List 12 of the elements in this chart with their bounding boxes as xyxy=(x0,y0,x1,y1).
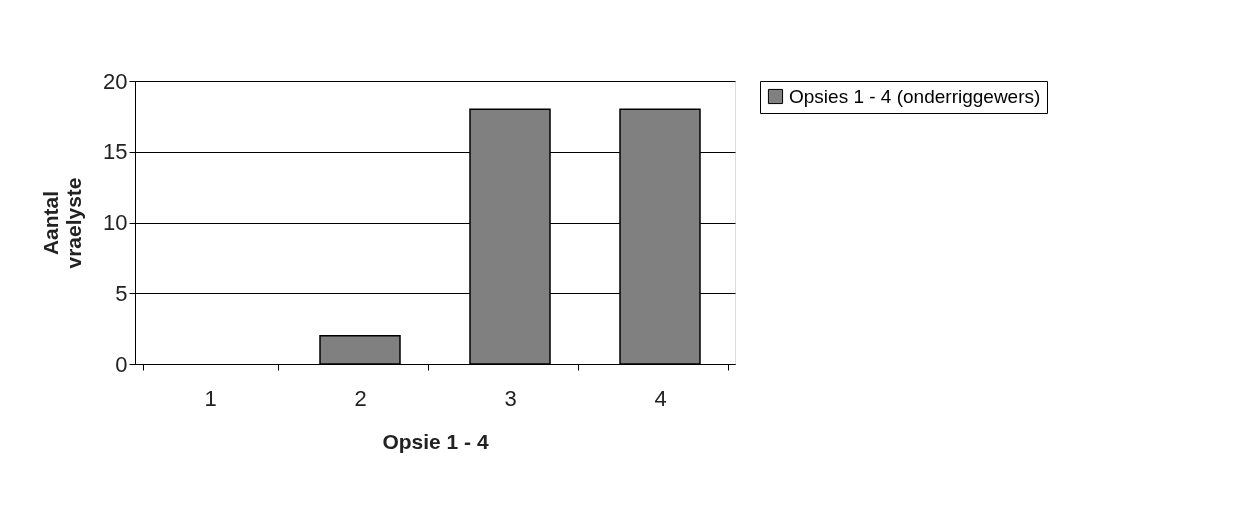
y-tick-label: 0 xyxy=(115,351,128,377)
y-tick-label: 15 xyxy=(103,139,128,165)
x-tick-label: 1 xyxy=(204,385,217,411)
y-axis-title: Aantal vraelyste xyxy=(39,177,86,269)
legend-label: Opsies 1 - 4 (onderriggewers) xyxy=(789,85,1041,107)
y-tick-label: 20 xyxy=(103,68,128,94)
x-tick-label: 3 xyxy=(504,385,517,411)
x-tick-label: 4 xyxy=(654,385,667,411)
y-tick-label: 5 xyxy=(115,280,128,306)
y-tick-label: 10 xyxy=(103,210,128,235)
x-axis-title: Opsie 1 - 4 xyxy=(382,429,489,453)
x-tick-label: 2 xyxy=(354,385,367,411)
